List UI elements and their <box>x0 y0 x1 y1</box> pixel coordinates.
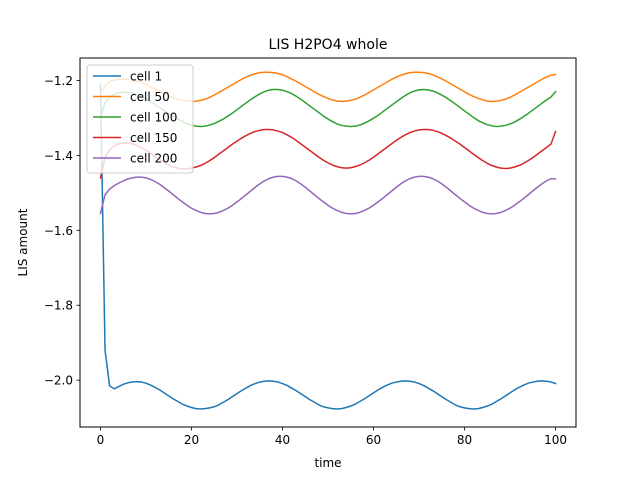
y-tick-label: −1.6 <box>44 224 73 238</box>
legend: cell 1 cell 50 cell 100 cell 150 cell 200 <box>86 64 194 174</box>
y-tick-label: −2.0 <box>44 374 73 388</box>
x-tick-label: 100 <box>544 433 567 447</box>
x-tick-label: 40 <box>275 433 290 447</box>
x-tick-label: 60 <box>366 433 381 447</box>
legend-label: cell 100 <box>130 111 177 125</box>
x-tick-label: 20 <box>184 433 199 447</box>
legend-label: cell 1 <box>130 70 162 84</box>
legend-label: cell 150 <box>130 131 177 145</box>
x-tick-label: 80 <box>457 433 472 447</box>
y-axis-label: LIS amount <box>16 208 30 276</box>
legend-label: cell 50 <box>130 90 170 104</box>
y-tick-label: −1.4 <box>44 149 73 163</box>
x-tick-label: 0 <box>97 433 105 447</box>
legend-label: cell 200 <box>130 152 177 166</box>
series-line-cell-200 <box>99 175 557 215</box>
y-tick-label: −1.8 <box>44 299 73 313</box>
y-axis-ticks: −2.0 −1.8 −1.6 −1.4 −1.2 <box>44 74 80 388</box>
x-axis-ticks: 0 20 40 60 80 100 <box>97 427 567 447</box>
legend-box <box>86 64 194 174</box>
x-axis-label: time <box>314 456 341 470</box>
series-line-cell-1 <box>99 83 557 410</box>
plot-frame <box>79 57 577 428</box>
chart-title: LIS H2PO4 whole <box>269 37 388 53</box>
y-tick-label: −1.2 <box>44 74 73 88</box>
